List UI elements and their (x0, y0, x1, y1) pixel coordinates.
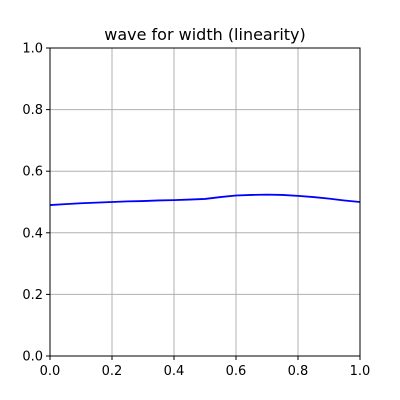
x-tick-label: 1.0 (350, 364, 371, 379)
ticks: 0.0 0.2 0.4 0.6 0.8 1.0 0.0 0.2 0.4 0.6 0.8 1.0 (22, 42, 370, 380)
y-tick-label: 0.6 (22, 165, 43, 180)
series-line (49, 193, 361, 206)
chart-title: wave for width (linearity) (104, 25, 306, 44)
y-tick-label: 0.4 (22, 226, 43, 241)
x-tick-label: 0.0 (40, 364, 61, 379)
y-tick-label: 0.0 (22, 350, 43, 365)
series-layer (49, 193, 361, 206)
y-tick-label: 0.8 (22, 103, 43, 118)
x-tick-label: 0.6 (226, 364, 247, 379)
plot-frame (49, 47, 361, 357)
x-tick-label: 0.2 (102, 364, 123, 379)
y-tick-label: 0.2 (22, 288, 43, 303)
x-tick-label: 0.4 (164, 364, 185, 379)
y-tick-label: 1.0 (22, 42, 43, 57)
x-tick-label: 0.8 (288, 364, 309, 379)
